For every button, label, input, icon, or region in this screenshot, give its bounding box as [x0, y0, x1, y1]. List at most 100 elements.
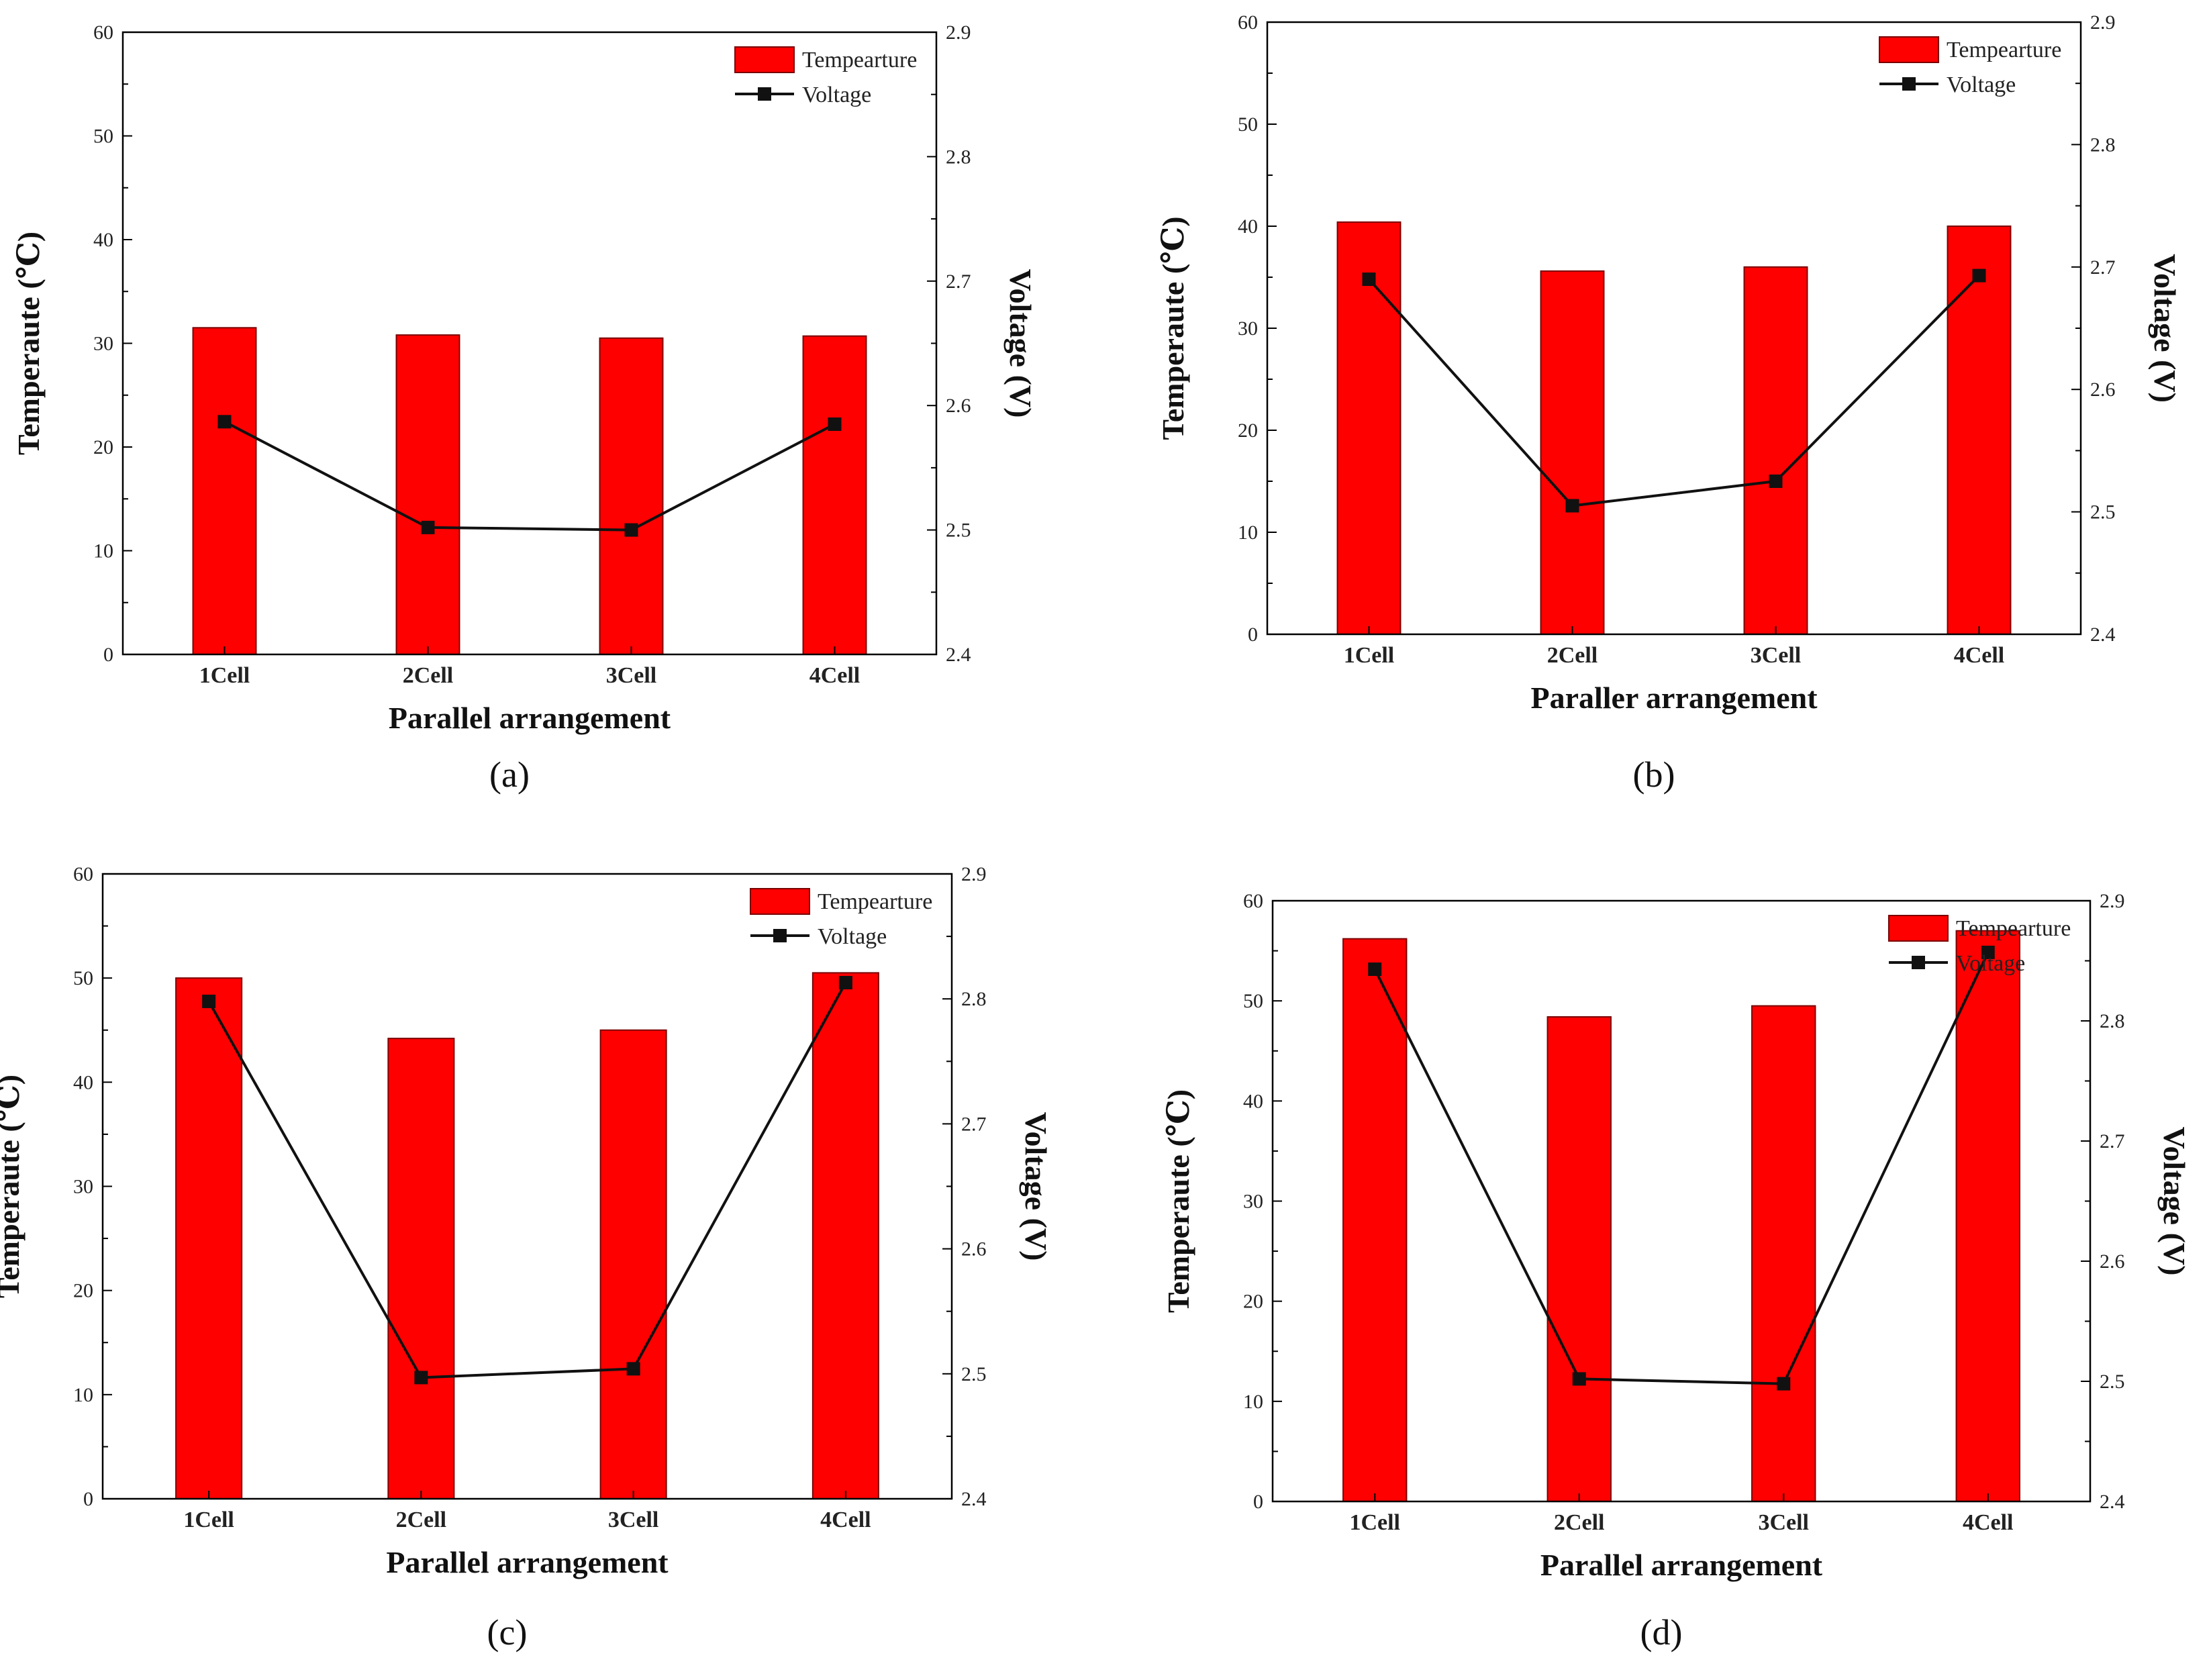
voltage-point [828, 417, 842, 432]
temperature-bar [1743, 266, 1808, 635]
left-tick-label: 0 [1253, 1491, 1263, 1513]
panel-label: (a) [489, 754, 530, 795]
temperature-bar [1546, 1016, 1612, 1502]
left-tick-label: 50 [93, 126, 113, 148]
right-tick-label: 2.9 [946, 21, 971, 44]
temperature-bar [192, 327, 257, 655]
legend-line-marker [758, 87, 771, 101]
legend-line-marker [1912, 956, 1925, 969]
voltage-point [1981, 945, 1995, 959]
category-label: 2Cell [1547, 643, 1598, 668]
legend-line-marker [773, 929, 787, 942]
panel-d: 0 10 20 30 40 50 60 2.4 2.5 2.6 2.7 2.8 2.9 1Cell 2Cel… [1161, 890, 2192, 1652]
temperature-bar [802, 335, 867, 655]
left-tick-label: 30 [1243, 1191, 1263, 1213]
temperature-bar [1336, 221, 1402, 636]
y2-axis-title: Voltage (V) [2148, 254, 2182, 403]
legend-label-temperature: Tempearture [818, 889, 932, 914]
right-tick-label: 2.9 [2090, 11, 2116, 34]
temperature-bar [812, 972, 879, 1499]
category-label: 4Cell [1954, 643, 2005, 668]
category-label: 3Cell [606, 663, 657, 688]
voltage-point [414, 1371, 428, 1385]
temperature-bar [1947, 226, 2012, 635]
right-tick-label: 2.8 [961, 988, 987, 1010]
voltage-point [1565, 499, 1579, 513]
right-tick-label: 2.4 [946, 644, 971, 666]
right-tick-label: 2.6 [2090, 379, 2116, 401]
temperature-bar [175, 977, 243, 1499]
panel-b: 0 10 20 30 40 50 60 2.4 2.5 2.6 2.7 2.8 2.9 1Cell 2Cel… [1156, 11, 2182, 795]
right-tick-label: 2.9 [2100, 890, 2125, 912]
category-label: 1Cell [1349, 1510, 1400, 1535]
left-tick-label: 60 [1238, 11, 1258, 34]
right-tick-label: 2.5 [961, 1363, 987, 1385]
temperature-bar [387, 1038, 455, 1499]
left-tick-label: 0 [1248, 624, 1258, 646]
legend-label-voltage: Voltage [1947, 72, 2016, 97]
left-tick-label: 20 [1243, 1291, 1263, 1313]
x-axis-title: Parallel arrangement [386, 1545, 669, 1579]
left-tick-label: 40 [1243, 1090, 1263, 1112]
left-tick-label: 60 [93, 21, 113, 44]
y-axis-title: Temperaute (℃) [11, 232, 46, 455]
legend-label-temperature: Tempearture [802, 48, 917, 72]
left-tick-label: 50 [73, 967, 93, 989]
right-tick-label: 2.7 [946, 270, 971, 293]
right-tick-label: 2.4 [961, 1488, 987, 1510]
legend-bar-swatch [1879, 36, 1939, 63]
category-label: 3Cell [608, 1508, 659, 1532]
x-axis-title: Parallel arrangement [389, 701, 671, 735]
left-tick-label: 0 [83, 1488, 93, 1510]
y-axis-title: Temperaute (℃) [1156, 216, 1190, 440]
right-tick-label: 2.7 [961, 1113, 987, 1135]
voltage-point [838, 975, 852, 989]
category-label: 4Cell [1963, 1510, 2014, 1535]
category-label: 1Cell [1344, 643, 1395, 668]
panel-label: (c) [487, 1612, 528, 1652]
left-tick-label: 20 [73, 1280, 93, 1302]
legend-label-voltage: Voltage [1956, 951, 2025, 976]
left-tick-label: 10 [1238, 522, 1258, 544]
left-tick-label: 40 [1238, 215, 1258, 238]
y-axis-title: Temperaute (℃) [1161, 1089, 1195, 1313]
legend-bar-swatch [750, 888, 810, 915]
legend-label-voltage: Voltage [818, 924, 887, 949]
voltage-point [1572, 1372, 1586, 1386]
category-label: 4Cell [809, 663, 861, 688]
voltage-point [1972, 268, 1986, 283]
x-axis-title: Parallel arrangement [1540, 1548, 1823, 1582]
right-tick-label: 2.6 [946, 395, 971, 417]
right-tick-label: 2.6 [961, 1238, 987, 1261]
right-tick-label: 2.6 [2100, 1250, 2125, 1273]
right-tick-label: 2.8 [2100, 1010, 2125, 1032]
left-tick-label: 0 [103, 644, 113, 666]
left-tick-label: 10 [1243, 1391, 1263, 1413]
left-tick-label: 10 [93, 540, 113, 562]
panel-label: (d) [1640, 1612, 1683, 1652]
category-label: 1Cell [183, 1508, 234, 1532]
panel-a: 0 10 20 30 40 50 60 2.4 2.5 2.6 2.7 2.8 2.9 1Cell 2Cel… [11, 21, 1038, 795]
voltage-point [202, 994, 216, 1008]
legend-bar-swatch [734, 46, 795, 73]
category-label: 1Cell [199, 663, 250, 688]
panel-label: (b) [1633, 754, 1675, 795]
left-tick-label: 20 [93, 436, 113, 458]
voltage-line [1373, 952, 1989, 1385]
voltage-point [1777, 1377, 1791, 1391]
left-tick-label: 60 [1243, 890, 1263, 912]
temperature-bar [1342, 938, 1408, 1502]
right-tick-label: 2.7 [2100, 1130, 2125, 1152]
right-tick-label: 2.9 [961, 863, 987, 885]
legend-label-temperature: Tempearture [1947, 38, 2061, 62]
voltage-point [624, 523, 638, 537]
category-label: 3Cell [1758, 1510, 1809, 1535]
right-tick-label: 2.5 [946, 520, 971, 542]
right-tick-label: 2.8 [946, 146, 971, 168]
right-tick-label: 2.5 [2100, 1371, 2125, 1393]
right-tick-label: 2.5 [2090, 501, 2116, 524]
y2-axis-title: Voltage (V) [2157, 1127, 2192, 1276]
panel-c: 0 10 20 30 40 50 60 2.4 2.5 2.6 2.7 2.8 2.9 1Cell 2Cel… [0, 863, 1053, 1652]
right-tick-label: 2.4 [2100, 1491, 2125, 1513]
voltage-point [217, 415, 232, 429]
